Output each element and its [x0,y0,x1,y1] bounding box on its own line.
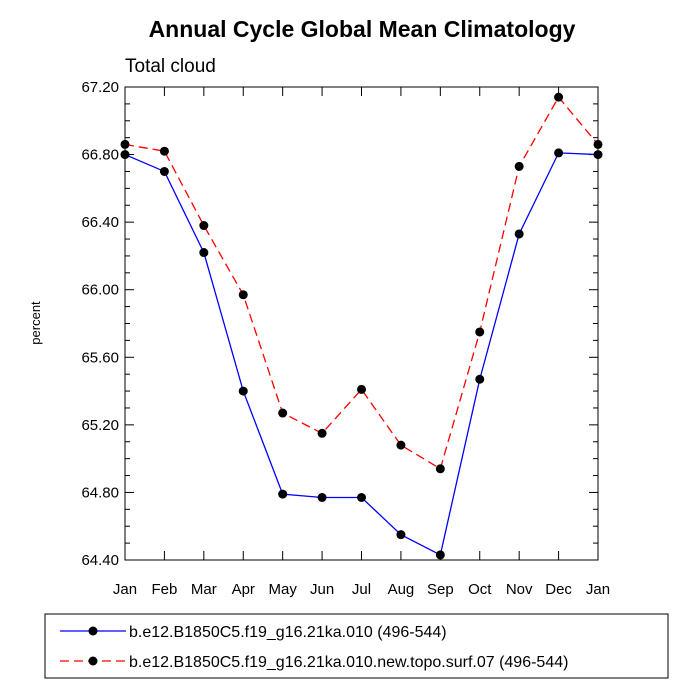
series-2-point [159,146,169,156]
x-tick-labels: Jan Feb Mar Apr May Jun Jul Aug Sep Oct Nov Dec Jan [113,581,610,598]
series-1-point [357,492,366,502]
y-tick-label: 65.20 [81,417,119,434]
legend: b.e12.B1850C5.f19_g16.21ka.010 (496-544)… [60,624,568,671]
series-1-point [475,374,485,384]
series-2-point [238,290,248,300]
x-tick-label: Nov [506,581,533,598]
series-1-point [554,148,564,158]
series-1-point [396,530,406,540]
y-axis-label: percent [28,301,43,345]
series-2-point [475,327,485,337]
series-layer [120,92,603,560]
series-2-point [199,221,209,231]
series-2-point [514,161,524,171]
y-tick-label: 65.60 [81,349,119,366]
x-tick-label: Feb [151,581,177,598]
x-tick-label: Dec [545,581,572,598]
series-1-point [514,229,524,239]
series-2-point [435,464,445,474]
series-1-point [593,150,603,160]
series-1-point [435,550,445,560]
series-1-point [238,386,248,396]
y-tick-label: 67.20 [81,79,119,96]
x-tick-label: Jan [113,581,137,598]
x-tick-label: Aug [388,581,415,598]
y-tick-label: 66.80 [81,147,119,164]
series-line-2 [124,95,599,470]
series-2-point [396,440,406,450]
series-2-point [278,408,288,418]
x-tick-label: Sep [427,581,454,598]
series-2-point [120,139,130,149]
series-2-point [593,139,603,149]
chart-subtitle: Total cloud [125,56,216,77]
series-2-point [357,384,366,394]
series-1-point [159,166,169,176]
y-tick-label: 66.40 [81,214,119,231]
y-tick-labels: 64.40 64.80 65.20 65.60 66.00 66.40 66.80 67.20 [81,79,119,569]
series-2-point [554,92,564,102]
legend-marker-1 [88,626,98,636]
x-tick-label: Jul [352,581,371,598]
x-tick-label: Mar [191,581,217,598]
series-2-point [317,428,327,438]
legend-box [44,613,669,679]
series-1-point [278,489,288,499]
legend-label-1: b.e12.B1850C5.f19_g16.21ka.010 (496-544) [129,624,447,641]
y-tick-label: 66.00 [81,282,119,299]
x-tick-label: Jun [310,581,334,598]
series-1-point [317,492,327,502]
x-tick-label: Apr [232,581,255,598]
series-1-point [120,150,130,160]
x-tick-label: Jan [586,581,610,598]
y-tick-label: 64.80 [81,484,119,501]
series-1-point [199,248,209,258]
axis-ticks [124,86,599,561]
chart-title: Annual Cycle Global Mean Climatology [149,16,576,42]
x-tick-label: May [268,581,297,598]
y-tick-label: 64.40 [81,552,119,569]
plot-frame [124,86,599,561]
x-tick-label: Oct [468,581,492,598]
legend-marker-2 [88,656,98,666]
legend-label-2: b.e12.B1850C5.f19_g16.21ka.010.new.topo.… [129,654,568,671]
